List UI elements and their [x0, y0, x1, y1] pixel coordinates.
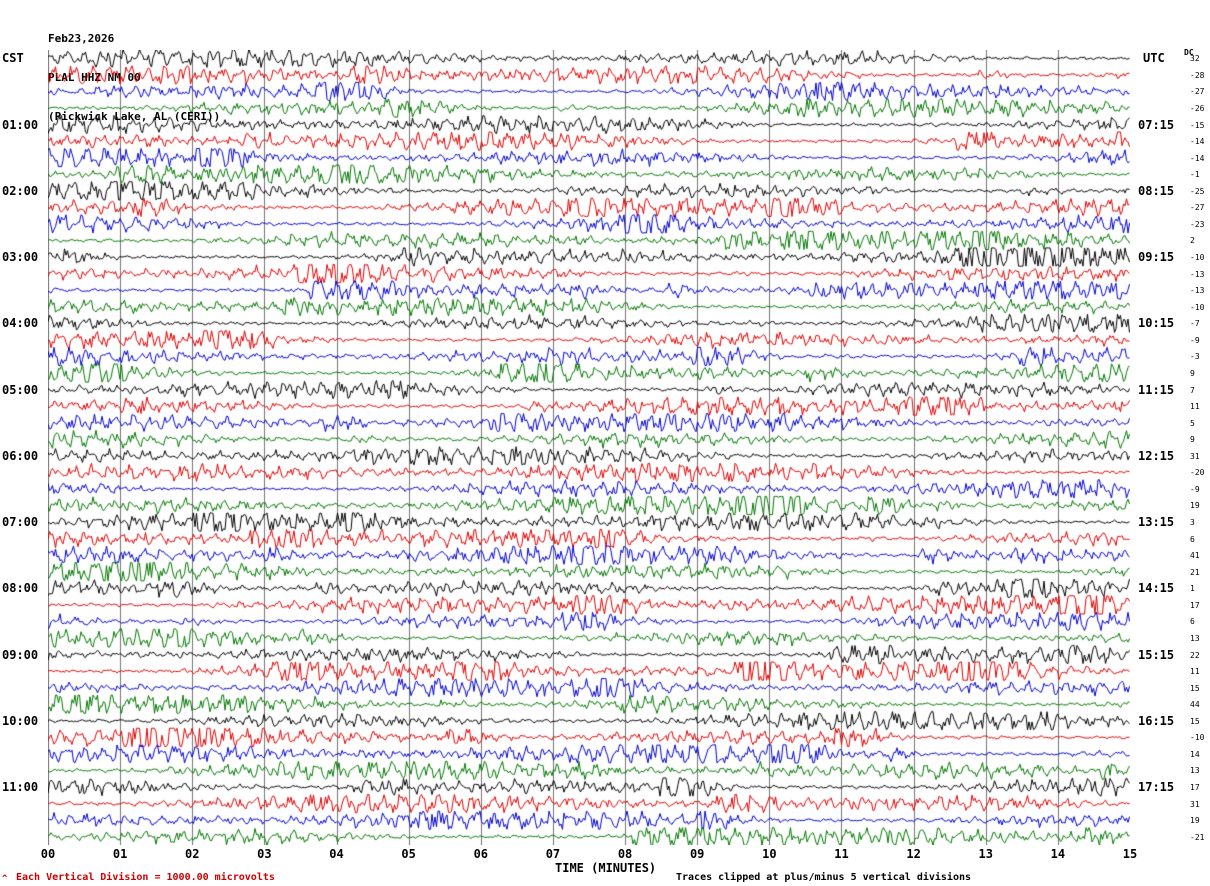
dc-offset-value: -9 [1190, 484, 1200, 494]
dc-offset-value: -14 [1190, 153, 1205, 163]
dc-offset-value: 9 [1190, 368, 1195, 378]
dc-offset-value: 7 [1190, 385, 1195, 395]
left-hour-label: 07:00 [2, 515, 39, 530]
dc-offset-value: 13 [1190, 766, 1200, 776]
dc-offset-value: 2 [1190, 236, 1195, 246]
dc-offset-value: 11 [1190, 402, 1200, 412]
left-hour-label: 06:00 [2, 448, 39, 463]
dc-offset-value: 13 [1190, 633, 1200, 643]
right-hour-label: 14:15 [1138, 581, 1175, 596]
dc-offset-value: 9 [1190, 435, 1195, 445]
dc-offset-value: -10 [1190, 733, 1205, 743]
minute-label: 00 [40, 847, 56, 861]
minute-label: 10 [762, 847, 777, 861]
dc-offset-value: -14 [1190, 137, 1205, 147]
right-hour-label: 15:15 [1138, 647, 1175, 662]
minute-label: 13 [978, 847, 993, 861]
minute-label: 12 [906, 847, 921, 861]
right-hour-label: 12:15 [1138, 448, 1175, 463]
footer-right-note: Traces clipped at plus/minus 5 vertical … [676, 872, 972, 883]
right-hour-label: 10:15 [1138, 316, 1175, 331]
dc-offset-value: -21 [1190, 832, 1205, 842]
dc-offset-value: 17 [1190, 783, 1200, 793]
dc-offset-value: -27 [1190, 87, 1205, 97]
minute-label: 04 [329, 847, 344, 861]
dc-offset-value: 19 [1190, 816, 1200, 826]
left-timezone-label: CST [2, 51, 24, 65]
right-hour-label: 07:15 [1138, 117, 1175, 132]
dc-offset-value: 22 [1190, 650, 1200, 660]
dc-offset-value: 21 [1190, 567, 1200, 577]
seismogram-canvas [48, 50, 1130, 845]
dc-offset-value: -26 [1190, 103, 1205, 113]
minute-label: 02 [185, 847, 200, 861]
left-hour-label: 04:00 [2, 316, 39, 331]
right-hour-label: 16:15 [1138, 713, 1175, 728]
minute-label: 15 [1122, 847, 1138, 861]
dc-offset-value: 31 [1190, 799, 1200, 809]
minute-label: 14 [1050, 847, 1066, 861]
dc-offset-value: 6 [1190, 534, 1195, 544]
x-axis-title: TIME (MINUTES) [555, 861, 657, 875]
right-hour-label: 08:15 [1138, 183, 1175, 198]
dc-offset-value: -25 [1190, 186, 1205, 196]
header-date: Feb23,2026 [48, 32, 115, 45]
left-hour-label: 05:00 [2, 382, 39, 397]
left-hour-label: 02:00 [2, 183, 39, 198]
minute-label: 05 [401, 847, 416, 861]
dc-offset-value: 32 [1190, 54, 1200, 64]
right-hour-label: 09:15 [1138, 250, 1175, 265]
corner-mark: ^ [2, 874, 8, 884]
dc-offset-value: -13 [1190, 286, 1205, 296]
dc-offset-value: 11 [1190, 667, 1200, 677]
minute-label: 08 [617, 847, 633, 861]
dc-offset-value: 31 [1190, 451, 1200, 461]
dc-offset-value: 6 [1190, 617, 1195, 627]
left-hour-label: 10:00 [2, 713, 39, 728]
dc-offset-value: 14 [1190, 749, 1200, 759]
dc-offset-value: -15 [1190, 120, 1205, 130]
right-hour-label: 11:15 [1138, 382, 1175, 397]
dc-offset-value: 15 [1190, 683, 1200, 693]
left-hour-label: 11:00 [2, 780, 39, 795]
minute-label: 09 [689, 847, 705, 861]
dc-offset-value: -9 [1190, 335, 1200, 345]
left-hour-label: 01:00 [2, 117, 39, 132]
right-timezone-label: UTC [1143, 51, 1165, 65]
minute-label: 06 [473, 847, 489, 861]
dc-offset-value: -3 [1190, 352, 1200, 362]
dc-offset-header: DC [1184, 48, 1194, 57]
dc-offset-value: 41 [1190, 551, 1200, 561]
minute-label: 11 [834, 847, 849, 861]
dc-offset-value: -7 [1190, 319, 1200, 329]
right-hour-label: 17:15 [1138, 780, 1175, 795]
dc-offset-value: 19 [1190, 501, 1200, 511]
left-hour-label: 03:00 [2, 250, 39, 265]
minute-label: 01 [112, 847, 128, 861]
dc-offset-value: -13 [1190, 269, 1205, 279]
dc-offset-value: -27 [1190, 203, 1205, 213]
dc-offset-value: -1 [1190, 170, 1200, 180]
dc-offset-value: 44 [1190, 700, 1200, 710]
dc-offset-value: 3 [1190, 518, 1195, 528]
dc-offset-value: -23 [1190, 219, 1205, 229]
dc-offset-value: -10 [1190, 253, 1205, 263]
left-hour-label: 08:00 [2, 581, 39, 596]
dc-offset-value: 15 [1190, 716, 1200, 726]
dc-offset-value: 17 [1190, 600, 1200, 610]
dc-offset-value: -20 [1190, 468, 1205, 478]
dc-offset-value: -10 [1190, 302, 1205, 312]
footer-left-note: Each Vertical Division = 1000.00 microvo… [16, 872, 275, 883]
minute-label: 03 [257, 847, 272, 861]
dc-offset-value: 1 [1190, 584, 1195, 594]
minute-label: 07 [545, 847, 561, 861]
dc-offset-value: -28 [1190, 70, 1205, 80]
left-hour-label: 09:00 [2, 647, 39, 662]
dc-offset-value: 5 [1190, 418, 1195, 428]
right-hour-label: 13:15 [1138, 515, 1175, 530]
